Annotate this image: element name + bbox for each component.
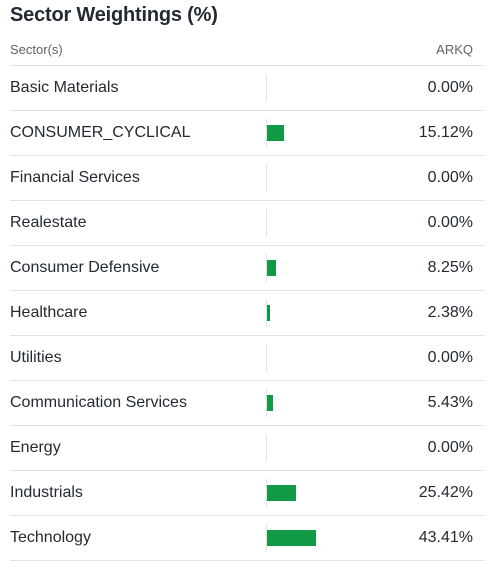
table-row: Energy 0.00% (10, 426, 485, 471)
sector-name: Healthcare (10, 304, 88, 321)
sector-name: Communication Services (10, 394, 187, 411)
weight-bar-cell (266, 524, 377, 552)
sector-name: Technology (10, 529, 91, 546)
sector-percentage: 15.12% (418, 124, 473, 141)
sector-name: Energy (10, 439, 61, 456)
weight-bar-cell (266, 344, 377, 372)
weight-bar (267, 485, 296, 501)
sector-percentage: 0.00% (427, 439, 473, 456)
weight-bar (267, 530, 317, 546)
table-row: Technology 43.41% (10, 516, 485, 561)
table-row: Realestate 0.00% (10, 201, 485, 246)
sector-name: CONSUMER_CYCLICAL (10, 124, 191, 141)
weight-bar-cell (266, 434, 377, 462)
weight-bar-cell (266, 479, 377, 507)
sector-percentage: 0.00% (427, 79, 473, 96)
sector-name: Basic Materials (10, 79, 119, 96)
weight-bar-cell (266, 389, 377, 417)
sector-percentage: 43.41% (418, 529, 473, 546)
sector-name: Financial Services (10, 169, 140, 186)
weight-bar-cell (266, 119, 377, 147)
sector-weightings-panel: Sector Weightings (%) Sector(s) ARKQ Bas… (10, 0, 485, 561)
panel-title: Sector Weightings (%) (10, 4, 218, 26)
weight-bar-cell (266, 74, 377, 102)
sector-rows: Basic Materials 0.00% CONSUMER_CYCLICAL 15.… (10, 66, 485, 561)
table-row: Financial Services 0.00% (10, 156, 485, 201)
sector-percentage: 8.25% (427, 259, 473, 276)
table-row: Communication Services 5.43% (10, 381, 485, 426)
table-row: Industrials 25.42% (10, 471, 485, 516)
weight-bar (267, 305, 270, 321)
weight-bar (267, 125, 285, 141)
sector-percentage: 5.43% (427, 394, 473, 411)
weight-bar (267, 260, 277, 276)
sector-percentage: 2.38% (427, 304, 473, 321)
sector-percentage: 0.00% (427, 349, 473, 366)
sector-column-header: Sector(s) (10, 42, 63, 57)
table-row: Basic Materials 0.00% (10, 66, 485, 111)
sector-percentage: 0.00% (427, 169, 473, 186)
weight-bar-cell (266, 209, 377, 237)
table-row: CONSUMER_CYCLICAL 15.12% (10, 111, 485, 156)
table-row: Consumer Defensive 8.25% (10, 246, 485, 291)
sector-name: Consumer Defensive (10, 259, 160, 276)
sector-name: Utilities (10, 349, 62, 366)
weight-bar-cell (266, 299, 377, 327)
table-row: Utilities 0.00% (10, 336, 485, 381)
sector-name: Realestate (10, 214, 87, 231)
sector-percentage: 0.00% (427, 214, 473, 231)
fund-column-header: ARKQ (436, 42, 473, 57)
sector-percentage: 25.42% (418, 484, 473, 501)
table-header: Sector(s) ARKQ (10, 34, 485, 66)
weight-bar-cell (266, 254, 377, 282)
weight-bar-cell (266, 164, 377, 192)
table-row: Healthcare 2.38% (10, 291, 485, 336)
sector-name: Industrials (10, 484, 83, 501)
weight-bar (267, 395, 274, 411)
